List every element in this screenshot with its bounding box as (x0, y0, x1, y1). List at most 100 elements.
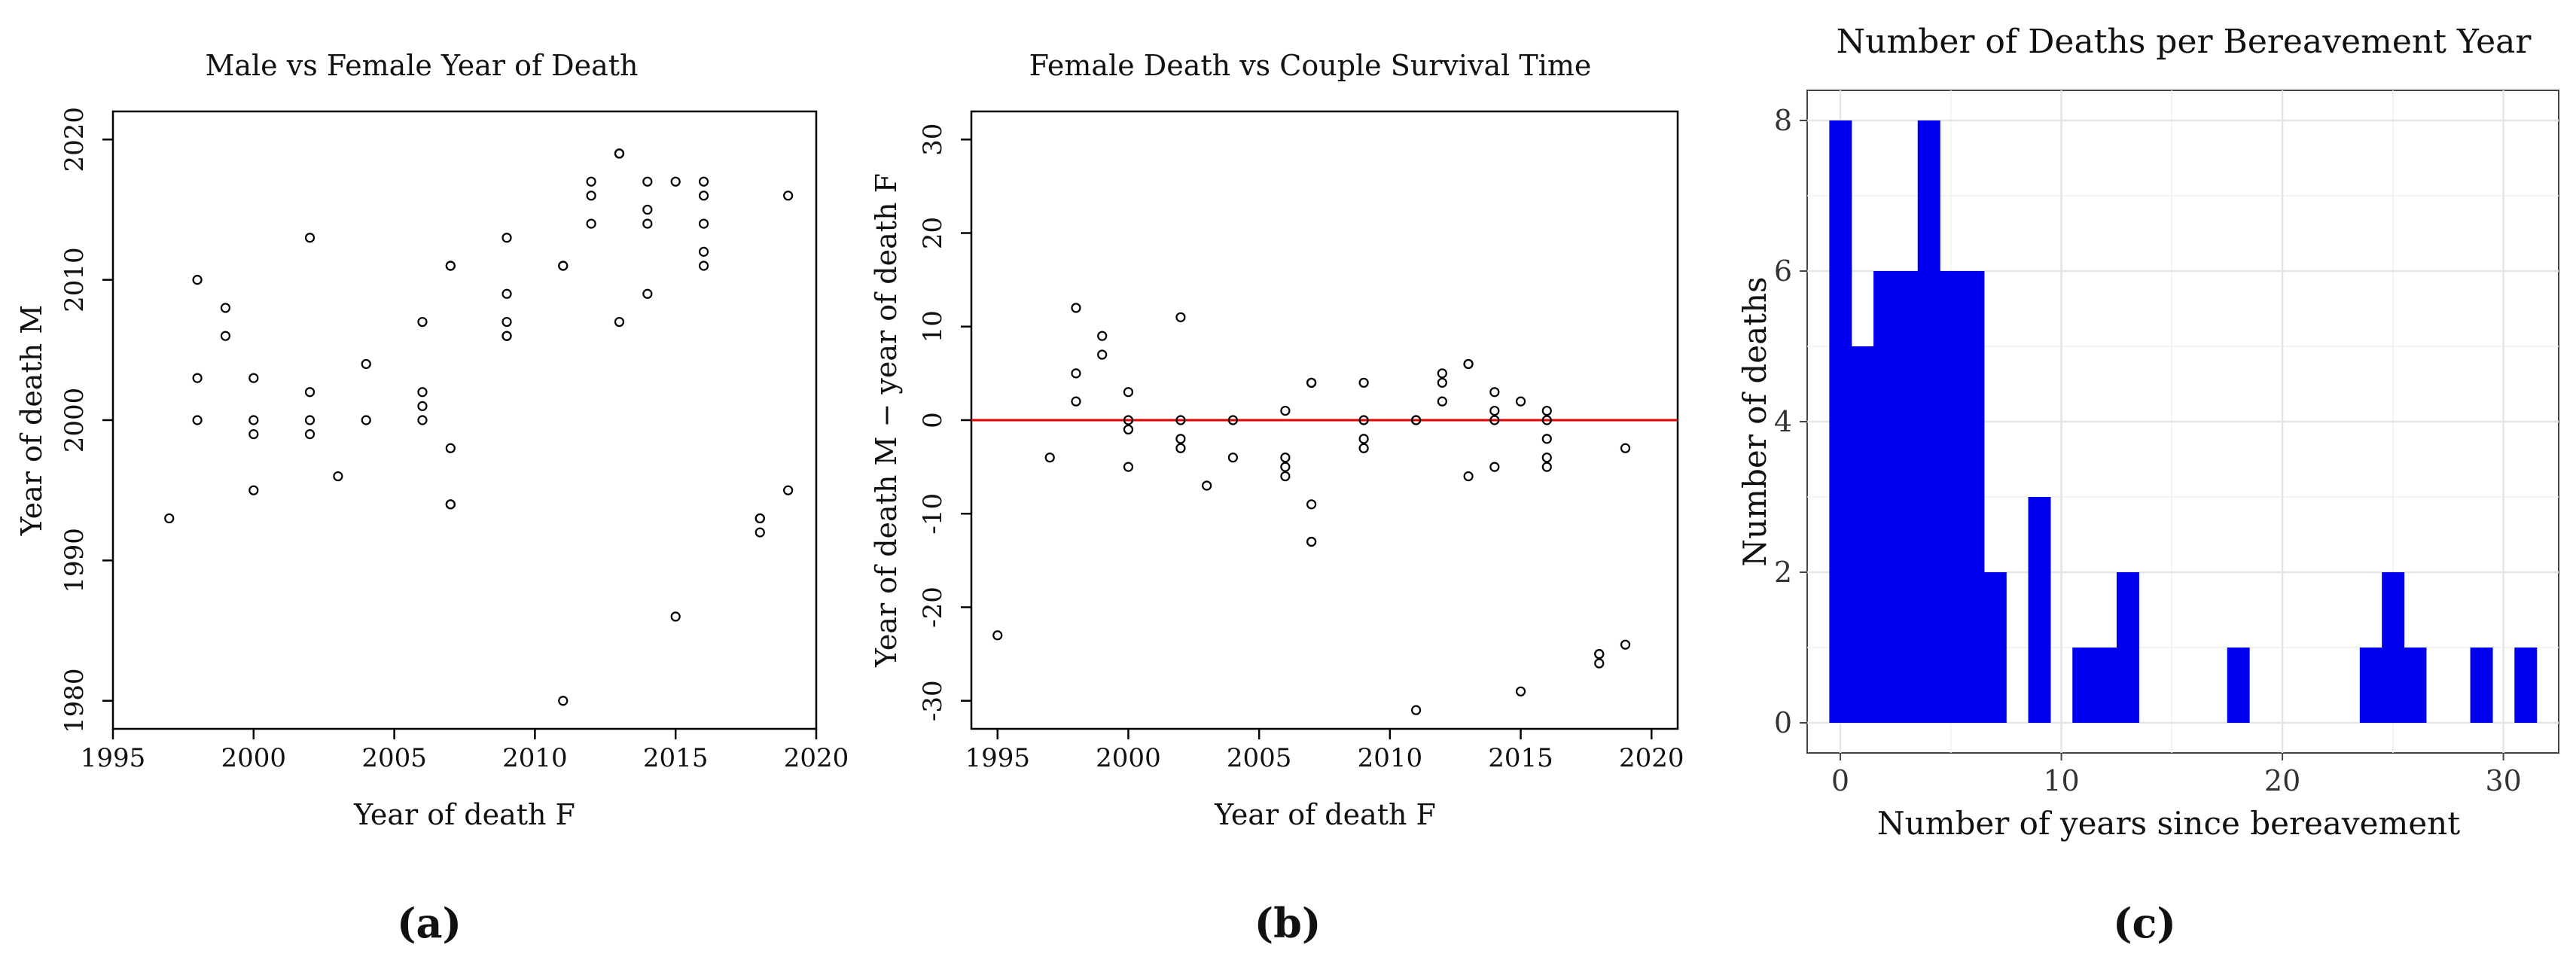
panel-c-xtick-label: 0 (1831, 764, 1849, 797)
b-data-point (1437, 396, 1447, 407)
panel-a-scatter: Male vs Female Year of Death 1995 2000 200… (15, 49, 849, 947)
a-data-point (698, 190, 709, 201)
b-data-point (1123, 462, 1134, 472)
a-data-point (501, 331, 512, 341)
b-ytick-label: 20 (918, 217, 948, 249)
a-data-point (586, 176, 596, 187)
panel-b-title: Female Death vs Couple Survival Time (1029, 49, 1592, 82)
panel-a-caption: (a) (397, 899, 462, 947)
a-xtick-label: 2005 (361, 743, 427, 773)
a-data-point (558, 261, 569, 271)
panel-a-ylabel: Year of death M (15, 305, 48, 536)
panel-c-xtick-label: 20 (2264, 764, 2300, 797)
b-data-point (1280, 453, 1291, 463)
b-data-point (1097, 349, 1108, 360)
panel-a-xlabel: Year of death F (353, 798, 575, 831)
a-data-point (417, 387, 428, 398)
a-data-point (698, 218, 709, 229)
b-xtick-label: 2020 (1619, 743, 1684, 773)
a-data-point (642, 176, 653, 187)
a-data-point (642, 218, 653, 229)
b-ytick-label: 0 (918, 412, 948, 428)
panel-a-title: Male vs Female Year of Death (205, 49, 638, 82)
panel-b-caption: (b) (1254, 899, 1322, 947)
a-data-point (755, 513, 765, 524)
panel-c-xlabel: Number of years since bereavement (1877, 805, 2460, 842)
panel-c-ylabel: Number of deaths (1736, 276, 1773, 566)
a-ytick-label: 2000 (59, 388, 90, 453)
b-xtick-label: 2005 (1227, 743, 1292, 773)
b-data-point (1227, 453, 1239, 463)
panel-b-scatter: Female Death vs Couple Survival Time 199… (870, 49, 1684, 947)
a-data-point (304, 233, 316, 243)
b-data-point (1227, 415, 1239, 425)
b-data-point (1358, 415, 1369, 425)
b-data-point (1541, 453, 1552, 463)
b-data-point (1175, 443, 1186, 453)
b-data-point (1489, 405, 1500, 416)
a-ytick-label: 2020 (59, 107, 90, 172)
panel-b-x-axis: 1995 2000 2005 2010 2015 2020 (965, 729, 1684, 773)
b-data-point (1071, 396, 1081, 407)
panel-c-y-axis: 0 2 4 6 8 (1774, 104, 1807, 739)
a-data-point (304, 429, 316, 440)
a-data-point (445, 499, 456, 510)
a-ytick-label: 2010 (59, 247, 90, 312)
panel-c-bars (1829, 120, 2538, 723)
b-ytick-label: 30 (918, 123, 948, 156)
a-data-point (220, 303, 231, 313)
a-data-point (642, 288, 653, 299)
b-data-point (1541, 462, 1552, 472)
b-data-point (1071, 368, 1081, 379)
panel-c-ytick-label: 8 (1774, 104, 1792, 137)
a-data-point (670, 611, 681, 622)
panel-c-xtick-label: 30 (2485, 764, 2521, 797)
panel-c-title: Number of Deaths per Bereavement Year (1837, 23, 2532, 61)
b-data-point (1541, 415, 1552, 425)
b-data-point (1489, 415, 1500, 425)
a-data-point (586, 190, 596, 201)
b-data-point (1358, 443, 1369, 453)
b-data-point (1489, 462, 1500, 472)
panel-a-x-axis: 1995 2000 2005 2010 2015 2020 (81, 729, 849, 773)
panel-c-xtick-label: 10 (2043, 764, 2079, 797)
a-data-point (417, 401, 428, 411)
a-ytick-label: 1980 (59, 668, 90, 733)
panel-b-y-axis: -30 -20 -10 0 10 20 30 (918, 123, 971, 721)
panel-c-bar (2404, 648, 2427, 723)
panel-c-bar (2072, 648, 2096, 723)
b-data-point (1594, 658, 1605, 669)
b-data-point (1280, 471, 1291, 482)
b-data-point (1620, 443, 1631, 453)
b-data-point (1541, 434, 1552, 444)
a-data-point (304, 387, 316, 398)
b-data-point (1306, 377, 1317, 388)
b-data-point (1594, 649, 1605, 660)
panel-c-x-axis: 0 10 20 30 (1831, 753, 2522, 797)
b-data-point (992, 630, 1003, 641)
panel-c-histogram: Number of Deaths per Bereavement Year 0 1… (1736, 23, 2559, 947)
a-data-point (192, 415, 203, 425)
panel-a-plot-frame (111, 110, 818, 730)
a-data-point (248, 415, 259, 425)
a-data-point (783, 190, 794, 201)
a-data-point (248, 485, 259, 495)
b-ytick-label: -30 (918, 680, 948, 721)
a-data-point (417, 316, 428, 328)
panel-c-bar (2116, 572, 2139, 723)
b-data-point (1358, 377, 1369, 388)
b-data-point (1306, 536, 1317, 547)
b-ytick-label: -10 (918, 493, 948, 535)
a-data-point (248, 429, 259, 440)
a-data-point (642, 204, 653, 215)
panel-c-ytick-label: 6 (1774, 254, 1792, 288)
panel-c-bar (2359, 648, 2382, 723)
b-xtick-label: 2015 (1488, 743, 1553, 773)
a-data-point (698, 246, 709, 257)
a-data-point (755, 527, 765, 538)
b-data-point (1515, 686, 1526, 696)
b-data-point (1175, 415, 1186, 425)
b-data-point (1463, 358, 1474, 370)
b-data-point (1175, 434, 1186, 444)
b-data-point (1463, 471, 1474, 482)
